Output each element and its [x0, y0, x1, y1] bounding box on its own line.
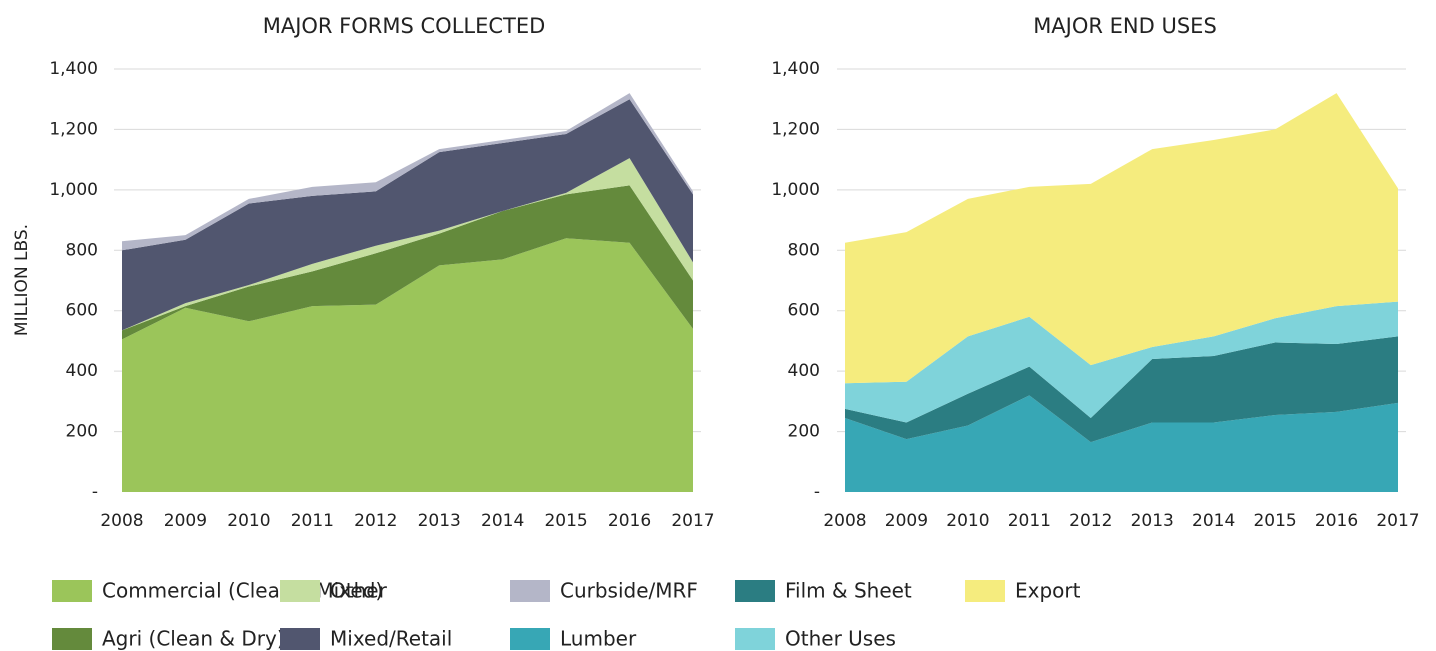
area	[122, 238, 693, 492]
legend-swatch	[735, 628, 775, 650]
x-tick-label: 2016	[1315, 511, 1358, 531]
area	[845, 93, 1398, 384]
x-tick-label: 2008	[100, 511, 143, 531]
area	[845, 301, 1398, 423]
area	[122, 99, 693, 331]
y-tick-label: 600	[66, 301, 98, 321]
x-tick-label: 2012	[1069, 511, 1112, 531]
legend-swatch	[52, 628, 92, 650]
legend-label: Other Uses	[785, 627, 896, 651]
x-tick-label: 2013	[418, 511, 461, 531]
y-tick-label: 1,000	[49, 180, 98, 200]
legend-swatch	[965, 580, 1005, 602]
x-tick-label: 2008	[823, 511, 866, 531]
legend-label: Lumber	[560, 627, 637, 651]
x-tick-label: 2012	[354, 511, 397, 531]
x-tick-label: 2010	[227, 511, 270, 531]
x-tick-label: 2011	[291, 511, 334, 531]
x-tick-label: 2009	[164, 511, 207, 531]
x-tick-label: 2013	[1131, 511, 1174, 531]
x-tick-label: 2010	[946, 511, 989, 531]
y-tick-label: 1,000	[771, 180, 820, 200]
y-tick-label: 1,400	[771, 59, 820, 79]
x-tick-label: 2015	[544, 511, 587, 531]
area	[845, 336, 1398, 443]
legend-label: Curbside/MRF	[560, 579, 698, 603]
y-tick-label: 800	[788, 240, 820, 260]
legend-swatch	[510, 580, 550, 602]
y-tick-label: -	[814, 482, 820, 502]
y-tick-label: 1,200	[49, 119, 98, 139]
y-axis-label: MILLION LBS.	[12, 224, 32, 336]
x-tick-label: 2014	[481, 511, 524, 531]
x-tick-label: 2016	[608, 511, 651, 531]
x-tick-label: 2011	[1008, 511, 1051, 531]
x-tick-label: 2015	[1253, 511, 1296, 531]
x-tick-label: 2009	[885, 511, 928, 531]
area	[122, 185, 693, 340]
legend-swatch	[510, 628, 550, 650]
area	[845, 395, 1398, 492]
y-tick-label: 400	[66, 361, 98, 381]
legend-label: Agri (Clean & Dry)	[102, 627, 285, 651]
y-tick-label: 200	[788, 422, 820, 442]
y-tick-label: -	[92, 482, 98, 502]
x-tick-label: 2014	[1192, 511, 1235, 531]
legend-swatch	[280, 580, 320, 602]
y-tick-label: 600	[788, 301, 820, 321]
x-tick-label: 2017	[671, 511, 714, 531]
x-tick-label: 2017	[1376, 511, 1419, 531]
legend-swatch	[52, 580, 92, 602]
y-tick-label: 1,400	[49, 59, 98, 79]
y-tick-label: 400	[788, 361, 820, 381]
legend-label: Mixed/Retail	[330, 627, 452, 651]
legend-label: Export	[1015, 579, 1081, 603]
legend-label: Other	[330, 579, 388, 603]
chart-title: MAJOR FORMS COLLECTED	[263, 14, 546, 38]
y-tick-label: 200	[66, 422, 98, 442]
chart-title: MAJOR END USES	[1033, 14, 1217, 38]
legend-label: Commercial (Clear & Mixed)	[102, 579, 383, 603]
y-tick-label: 800	[66, 240, 98, 260]
legend-label: Film & Sheet	[785, 579, 912, 603]
area	[122, 158, 693, 331]
legend-swatch	[280, 628, 320, 650]
legend-swatch	[735, 580, 775, 602]
y-tick-label: 1,200	[771, 119, 820, 139]
